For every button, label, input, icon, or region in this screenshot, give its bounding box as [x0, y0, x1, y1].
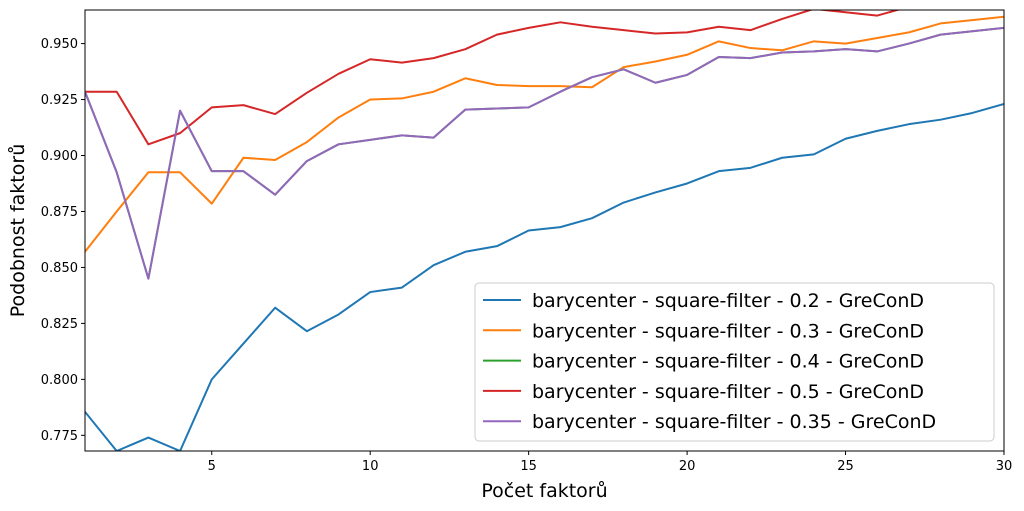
y-tick-label: 0.850 [41, 261, 78, 276]
y-tick-label: 0.900 [41, 149, 78, 164]
x-tick-label: 25 [837, 459, 854, 474]
legend-label-1: barycenter - square-filter - 0.2 - GreCo… [532, 290, 924, 312]
legend: barycenter - square-filter - 0.2 - GreCo… [474, 282, 995, 442]
series-line-5 [85, 26, 1004, 280]
x-axis-title: Počet faktorů [481, 480, 607, 502]
x-tick-label: 10 [362, 459, 379, 474]
legend-box [474, 282, 995, 442]
series-line-4 [85, 10, 901, 146]
legend-label-2: barycenter - square-filter - 0.3 - GreCo… [532, 320, 924, 342]
y-tick-label: 0.825 [41, 317, 78, 332]
y-tick-label: 0.925 [41, 93, 78, 108]
y-tick-label: 0.950 [41, 37, 78, 52]
plot-frame [84, 9, 1005, 452]
y-tick-label: 0.775 [41, 429, 78, 444]
x-tick-label: 30 [996, 459, 1013, 474]
x-tick-label: 5 [208, 459, 216, 474]
x-tick-label: 20 [679, 459, 696, 474]
series-lines [85, 10, 1004, 451]
legend-label-5: barycenter - square-filter - 0.35 - GreC… [532, 411, 936, 433]
series-line-2 [85, 15, 1004, 253]
y-tick-label: 0.800 [41, 373, 78, 388]
x-tick-label: 15 [520, 459, 537, 474]
y-tick-label: 0.875 [41, 205, 78, 220]
series-line-1 [85, 103, 1004, 451]
axis-ticks: 5 10 15 20 25 30 0.775 0.800 0.825 0.850 0.875 0.90… [41, 37, 1012, 474]
y-axis-title: Podobnost faktorů [7, 144, 29, 317]
legend-label-3: barycenter - square-filter - 0.4 - GreCo… [532, 351, 924, 373]
legend-label-4: barycenter - square-filter - 0.5 - GreCo… [532, 381, 924, 403]
series-line-3 [85, 26, 1004, 280]
